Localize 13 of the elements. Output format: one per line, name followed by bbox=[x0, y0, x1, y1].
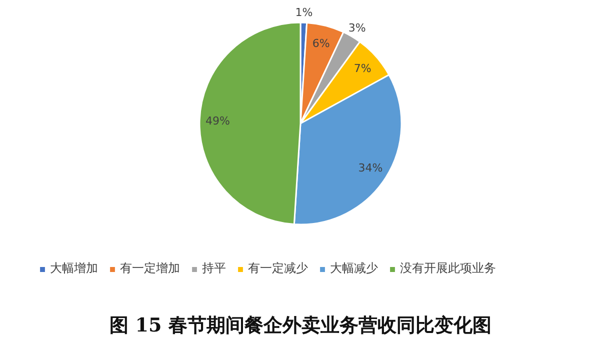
data-label: 1% bbox=[295, 6, 313, 19]
data-label: 7% bbox=[354, 62, 372, 76]
legend-label: 持平 bbox=[202, 260, 226, 277]
legend-label: 有一定增加 bbox=[120, 260, 180, 277]
text: 图 15 春节期间餐企外卖业务营收同比变化图 bbox=[110, 314, 492, 336]
data-label: 6% bbox=[312, 36, 330, 50]
legend-label: 没有开展此项业务 bbox=[400, 260, 496, 277]
data-label: 49% bbox=[205, 114, 230, 128]
legend-label: 有一定减少 bbox=[248, 260, 308, 277]
data-label: 3% bbox=[348, 21, 366, 34]
legend-label: 大幅增加 bbox=[50, 260, 98, 277]
data-label: 34% bbox=[358, 161, 383, 174]
legend-label: 大幅减少 bbox=[330, 260, 378, 277]
